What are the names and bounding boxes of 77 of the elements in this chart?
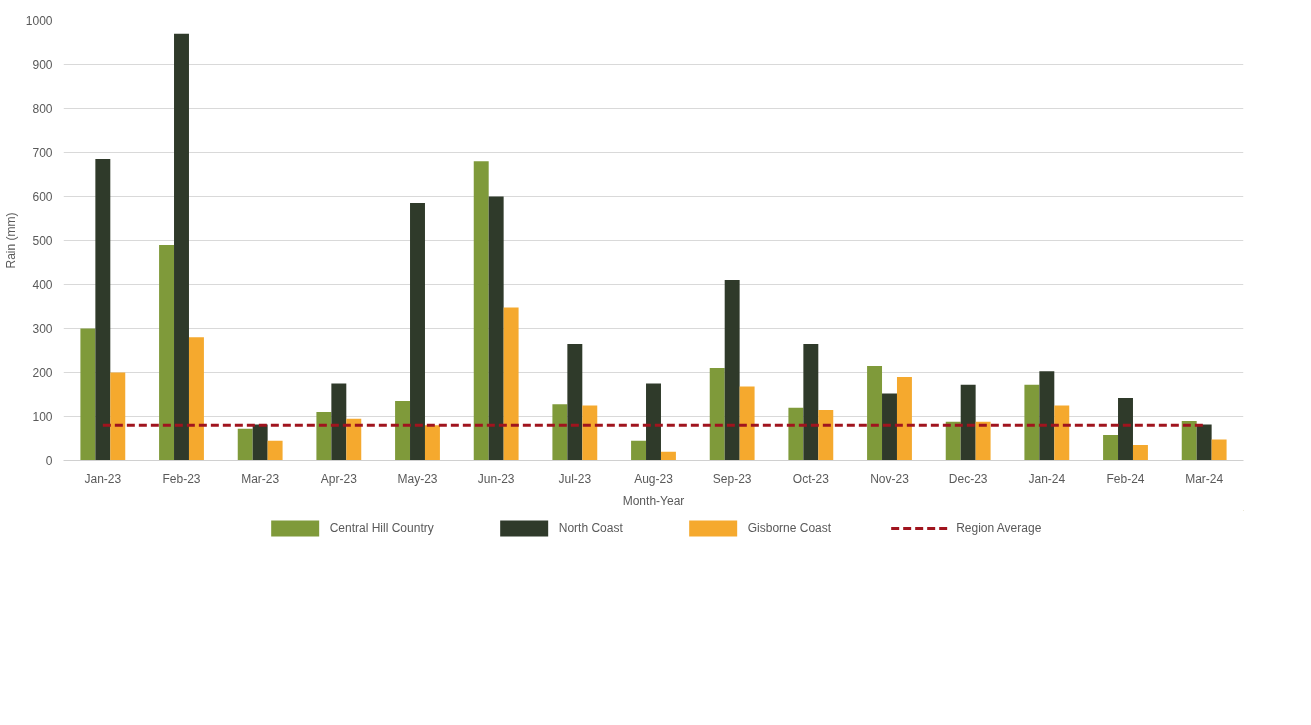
y-tick-label: 200 — [32, 366, 53, 380]
bar — [660, 451, 676, 461]
bar — [488, 196, 504, 461]
x-axis-title: Month-Year — [622, 493, 685, 508]
bar — [739, 386, 755, 461]
bar — [331, 383, 347, 461]
legend-label: Central Hill Country — [329, 521, 434, 535]
y-tick-label: 300 — [32, 322, 53, 336]
bar — [818, 409, 834, 461]
bar — [882, 393, 897, 461]
bar — [631, 440, 647, 461]
legend-label: North Coast — [558, 521, 623, 535]
x-tick-label: Oct-23 — [792, 471, 830, 486]
bar — [1103, 434, 1119, 461]
x-tick-label: Aug-23 — [634, 471, 674, 486]
bar — [110, 372, 126, 461]
y-tick-label: 100 — [32, 410, 53, 424]
bar — [552, 404, 568, 461]
bar — [1039, 371, 1055, 461]
bar — [410, 203, 425, 461]
x-tick-label: Jan-24 — [1028, 471, 1066, 486]
bar — [252, 424, 268, 461]
legend-label: Region Average — [956, 521, 1042, 535]
y-tick-label: 0 — [45, 454, 53, 468]
bar — [1181, 420, 1197, 461]
x-tick-label: Feb-23 — [162, 471, 201, 486]
y-tick-label: 1000 — [25, 14, 53, 28]
bar — [267, 440, 283, 461]
bar — [945, 421, 961, 461]
bar — [709, 368, 725, 461]
x-tick-label: Apr-23 — [320, 471, 358, 486]
x-tick-label: Jun-23 — [477, 471, 515, 486]
bar — [473, 161, 489, 461]
bar — [503, 307, 519, 461]
y-tick-label: 700 — [32, 146, 53, 160]
bar — [346, 418, 362, 461]
x-tick-label: Dec-23 — [948, 471, 988, 486]
bar — [237, 428, 253, 461]
y-tick-label: 900 — [32, 58, 53, 72]
bar — [1132, 445, 1148, 461]
bar — [316, 412, 332, 461]
x-tick-label: Feb-24 — [1106, 471, 1145, 486]
x-tick-label: Jul-23 — [558, 471, 592, 486]
bar — [395, 401, 411, 461]
bar — [174, 33, 189, 461]
x-tick-label: Mar-24 — [1185, 471, 1224, 486]
bar — [424, 425, 440, 461]
bar — [1196, 424, 1212, 461]
x-tick-label: Mar-23 — [241, 471, 280, 486]
x-tick-label: May-23 — [397, 471, 438, 486]
x-tick-label: Sep-23 — [712, 471, 752, 486]
bar — [582, 405, 598, 461]
bar — [803, 343, 819, 461]
bar — [1024, 384, 1040, 461]
bar — [960, 384, 976, 461]
bar — [80, 328, 96, 461]
bar — [867, 365, 883, 461]
bar — [646, 383, 661, 461]
x-tick-label: Nov-23 — [870, 471, 910, 486]
bar — [159, 244, 175, 461]
bar — [1118, 398, 1133, 461]
bar — [788, 407, 804, 461]
x-tick-label: Jan-23 — [84, 471, 122, 486]
bar — [567, 343, 583, 461]
bar — [724, 280, 740, 461]
bar — [1211, 439, 1227, 461]
y-axis-title: Rain (mm) — [3, 212, 18, 269]
y-tick-label: 800 — [32, 102, 53, 116]
legend-label: Gisborne Coast — [747, 521, 832, 535]
y-tick-label: 600 — [32, 190, 53, 204]
y-tick-label: 500 — [32, 234, 53, 248]
y-tick-label: 400 — [32, 278, 53, 292]
bar — [1054, 405, 1070, 461]
bar — [896, 376, 912, 461]
bar — [975, 421, 991, 461]
bar — [188, 337, 204, 461]
bar — [95, 159, 111, 461]
